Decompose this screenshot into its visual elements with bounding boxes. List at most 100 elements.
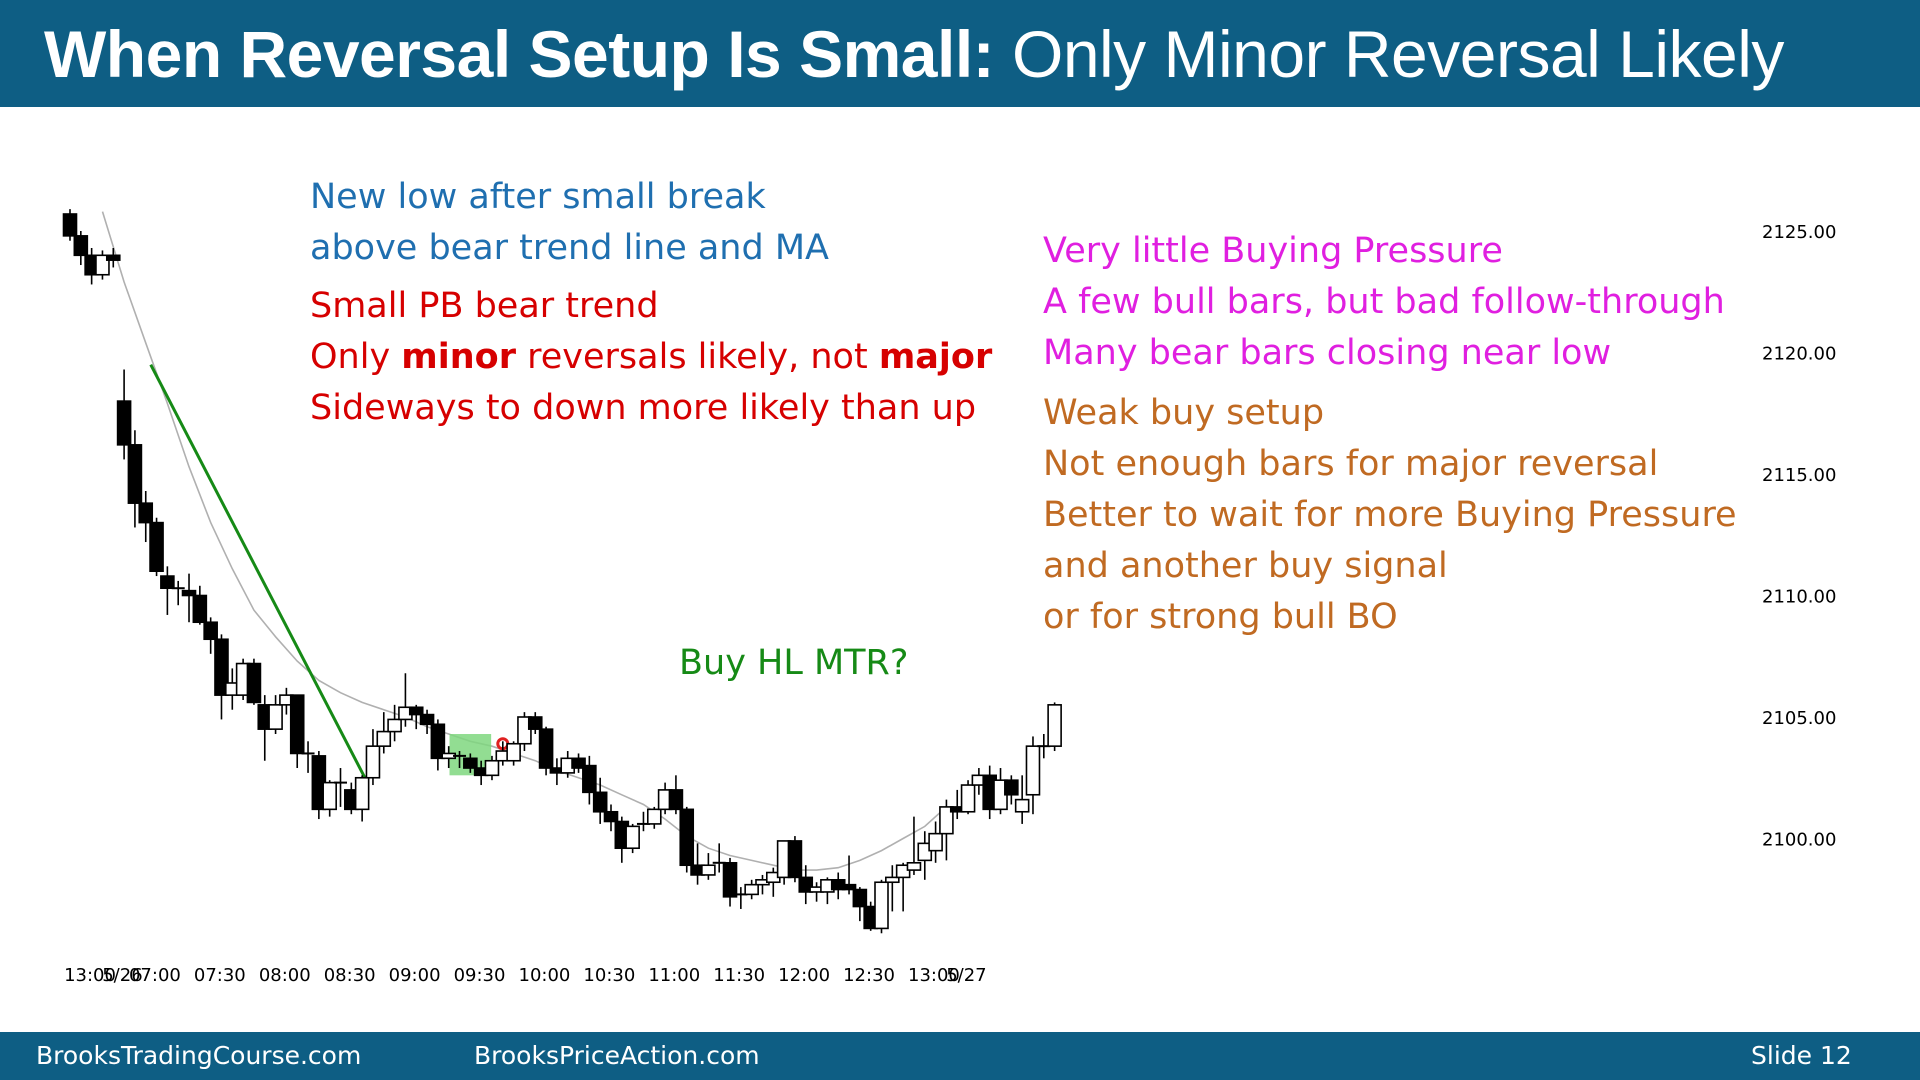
candle [852,887,868,922]
x-tick-label: 11:30 [713,965,765,986]
bull-candle-body [365,745,381,779]
candle [430,719,446,771]
bear-candle-body [62,213,78,237]
bull-candle-body [387,718,402,733]
note-strong-bo: or for strong bull BO [1043,597,1398,637]
candle [365,729,381,786]
bear-candle-body [603,810,619,823]
y-tick-label: 2105.00 [1762,708,1836,729]
candle [408,704,424,730]
bull-candle-body [517,716,532,745]
x-tick-label: 08:00 [259,965,311,986]
bear-candle-body [582,764,597,794]
candle [679,806,695,873]
bear-candle-body [527,716,543,730]
candle [917,831,933,880]
candle [960,780,976,815]
candle [582,755,597,805]
bear-candle-body [289,694,305,755]
bull-candle-body [744,883,759,896]
candle [863,901,878,931]
candle [939,799,954,861]
footer-brooks-price-action: BrooksPriceAction.com [474,1041,760,1070]
note-buying-pressure: Very little Buying Pressure [1043,231,1503,271]
y-tick-label: 2120.00 [1762,344,1836,365]
candle [506,741,521,766]
bear-candle-body [852,888,868,908]
note-new-low-2: above bear trend line and MA [310,228,829,268]
candle [744,879,759,900]
candle [257,695,273,761]
candle [625,823,640,854]
bull-candle-body [646,808,662,825]
candle [928,821,943,863]
candle [517,712,532,752]
candle [1014,775,1030,824]
note-small-pb: Small PB bear trend [310,286,659,326]
bull-candle-body [1014,798,1030,813]
candle [127,430,143,528]
candle [387,704,402,742]
candle [538,726,554,776]
candle [895,862,911,912]
candle [105,248,121,268]
bull-candle-body [1047,704,1062,747]
bull-candle-body [268,704,283,730]
candle [798,865,814,905]
note-weak-buy: Weak buy setup [1043,393,1325,433]
candle [301,741,315,773]
footer-brooks-trading-course: BrooksTradingCourse.com [36,1041,362,1070]
note-wait-pressure: Better to wait for more Buying Pressure [1043,495,1737,535]
candle [982,765,998,820]
bear-candle-body [787,840,803,879]
bull-candle-body [625,825,640,850]
candle [354,775,370,822]
x-tick-label: 08:30 [324,965,376,986]
x-tick-label: 13:00 [64,965,116,986]
x-tick-label: 10:30 [583,965,635,986]
candle [603,804,619,832]
candle [334,768,347,807]
bull-candle-body [939,806,954,835]
note-another-signal: and another buy signal [1043,546,1448,586]
bear-candle-body [214,638,229,696]
candle [722,857,738,907]
note-minor-d: major [878,337,993,377]
bull-candle-body [322,781,337,811]
bear-candle-body [116,400,132,446]
bear-candle-body [192,594,208,624]
x-tick-label: 5/26 [102,965,142,986]
bear-candle-body [149,521,164,572]
candle [885,865,900,912]
slide-title-bold: When Reversal Setup Is Small: [44,16,995,91]
candle [376,712,392,754]
candle [160,566,175,615]
bull-candle-body [506,742,521,762]
candle [116,369,132,460]
bear-candle-body [430,723,446,760]
candle [701,853,716,880]
bull-candle-body [354,776,370,811]
slide-number: Slide 12 [1751,1041,1852,1070]
x-tick-label: 11:00 [648,965,700,986]
candle [246,658,262,705]
bull-candle-body [1025,745,1041,796]
candle [149,517,164,577]
candle [73,231,89,266]
candle [657,782,673,815]
candle [203,617,218,654]
candle [560,751,576,778]
candle [419,709,435,735]
candle [592,777,608,824]
note-minor-reversals: Only minor reversals likely, not major [310,340,992,375]
candle [181,573,197,623]
note-minor-a: Only [310,337,402,377]
slide-title-rest: Only Minor Reversal Likely [994,16,1784,91]
candle [787,836,803,883]
bear-candle-body [127,444,143,504]
bear-candle-body [408,706,424,716]
candle [311,751,327,820]
candle [1047,702,1062,752]
candle [874,879,889,934]
bear-candle-body [138,502,154,524]
